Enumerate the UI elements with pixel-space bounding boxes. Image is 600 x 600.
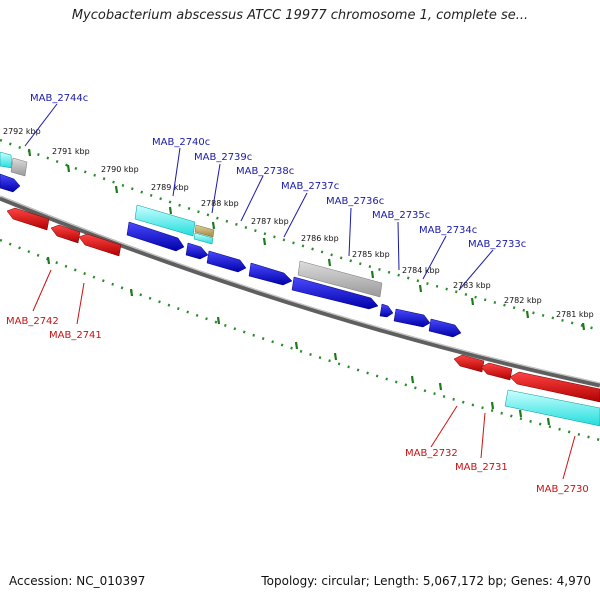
- other-feature[interactable]: [194, 224, 215, 238]
- reverse-gene-arrow[interactable]: [50, 224, 81, 244]
- scale-track-upper: [0, 138, 600, 332]
- map-title: Mycobacterium abscessus ATCC 19977 chrom…: [71, 8, 529, 23]
- gene-label-MAB_2736c[interactable]: MAB_2736c: [326, 196, 384, 207]
- gene-label-MAB_2733c[interactable]: MAB_2733c: [468, 239, 526, 250]
- scale-ticks-upper: [27, 148, 586, 331]
- other-features: [0, 151, 600, 427]
- rna-feature[interactable]: [504, 389, 600, 427]
- scale-ticks-lower: [46, 256, 551, 426]
- gene-label-MAB_2740c[interactable]: MAB_2740c: [152, 137, 210, 148]
- reverse-gene-arrow[interactable]: [453, 354, 485, 373]
- forward-gene-arrow[interactable]: [126, 221, 185, 252]
- forward-gene-labels: MAB_2744c MAB_2740c MAB_2739c MAB_2738c …: [30, 93, 526, 250]
- forward-label-leaders: [24, 103, 494, 291]
- gene-label-MAB_2731[interactable]: MAB_2731: [455, 462, 508, 473]
- chromosome-backbone: [0, 195, 600, 388]
- pseudogene-feature[interactable]: [10, 157, 28, 177]
- gene-label-MAB_2738c[interactable]: MAB_2738c: [236, 166, 294, 177]
- gene-label-MAB_2744c[interactable]: MAB_2744c: [30, 93, 88, 104]
- reverse-gene-arrow[interactable]: [78, 233, 122, 257]
- reverse-gene-labels: MAB_2742 MAB_2741 MAB_2732 MAB_2731 MAB_…: [6, 316, 589, 495]
- reverse-strand-genes: [6, 207, 600, 403]
- forward-gene-arrow[interactable]: [206, 250, 247, 273]
- forward-gene-arrow[interactable]: [0, 173, 21, 193]
- reverse-gene-arrow[interactable]: [480, 362, 513, 381]
- topology-summary-text: Topology: circular; Length: 5,067,172 bp…: [261, 574, 591, 588]
- scale-label-2791: 2791 kbp: [52, 147, 90, 156]
- gene-label-MAB_2739c[interactable]: MAB_2739c: [194, 152, 252, 163]
- reverse-gene-arrow[interactable]: [509, 371, 600, 403]
- forward-gene-arrow[interactable]: [393, 308, 431, 328]
- forward-strand-genes: [0, 173, 462, 338]
- rna-feature[interactable]: [134, 204, 196, 237]
- gene-label-MAB_2742[interactable]: MAB_2742: [6, 316, 59, 327]
- scale-label-2783: 2783 kbp: [453, 281, 491, 290]
- reverse-gene-arrow[interactable]: [6, 207, 50, 231]
- reverse-label-leaders: [32, 269, 576, 480]
- gene-label-MAB_2730[interactable]: MAB_2730: [536, 484, 589, 495]
- forward-gene-arrow[interactable]: [428, 318, 462, 338]
- forward-gene-arrow[interactable]: [291, 276, 379, 310]
- gene-label-MAB_2737c[interactable]: MAB_2737c: [281, 181, 339, 192]
- forward-gene-arrow[interactable]: [379, 303, 394, 318]
- forward-gene-arrow[interactable]: [185, 242, 209, 260]
- rna-feature[interactable]: [0, 151, 13, 169]
- scale-label-2789: 2789 kbp: [151, 183, 189, 192]
- scale-label-2781: 2781 kbp: [556, 310, 594, 319]
- scale-label-2786: 2786 kbp: [301, 234, 339, 243]
- scale-label-2788: 2788 kbp: [201, 199, 239, 208]
- gene-label-MAB_2741[interactable]: MAB_2741: [49, 330, 102, 341]
- accession-text: Accession: NC_010397: [9, 574, 146, 588]
- gene-label-MAB_2734c[interactable]: MAB_2734c: [419, 225, 477, 236]
- rna-feature[interactable]: [193, 232, 214, 245]
- scale-label-2790: 2790 kbp: [101, 165, 139, 174]
- scale-label-2787: 2787 kbp: [251, 217, 289, 226]
- scale-labels: 2792 kbp 2791 kbp 2790 kbp 2789 kbp 2788…: [3, 127, 594, 319]
- scale-label-2784: 2784 kbp: [402, 266, 440, 275]
- gene-label-MAB_2732[interactable]: MAB_2732: [405, 448, 458, 459]
- chromosome-backbone-highlight: [0, 195, 600, 384]
- forward-gene-arrow[interactable]: [248, 262, 293, 286]
- scale-label-2792: 2792 kbp: [3, 127, 41, 136]
- scale-track-lower: [0, 238, 600, 442]
- pseudogene-feature[interactable]: [297, 260, 383, 298]
- scale-label-2785: 2785 kbp: [352, 250, 390, 259]
- gene-label-MAB_2735c[interactable]: MAB_2735c: [372, 210, 430, 221]
- scale-label-2782: 2782 kbp: [504, 296, 542, 305]
